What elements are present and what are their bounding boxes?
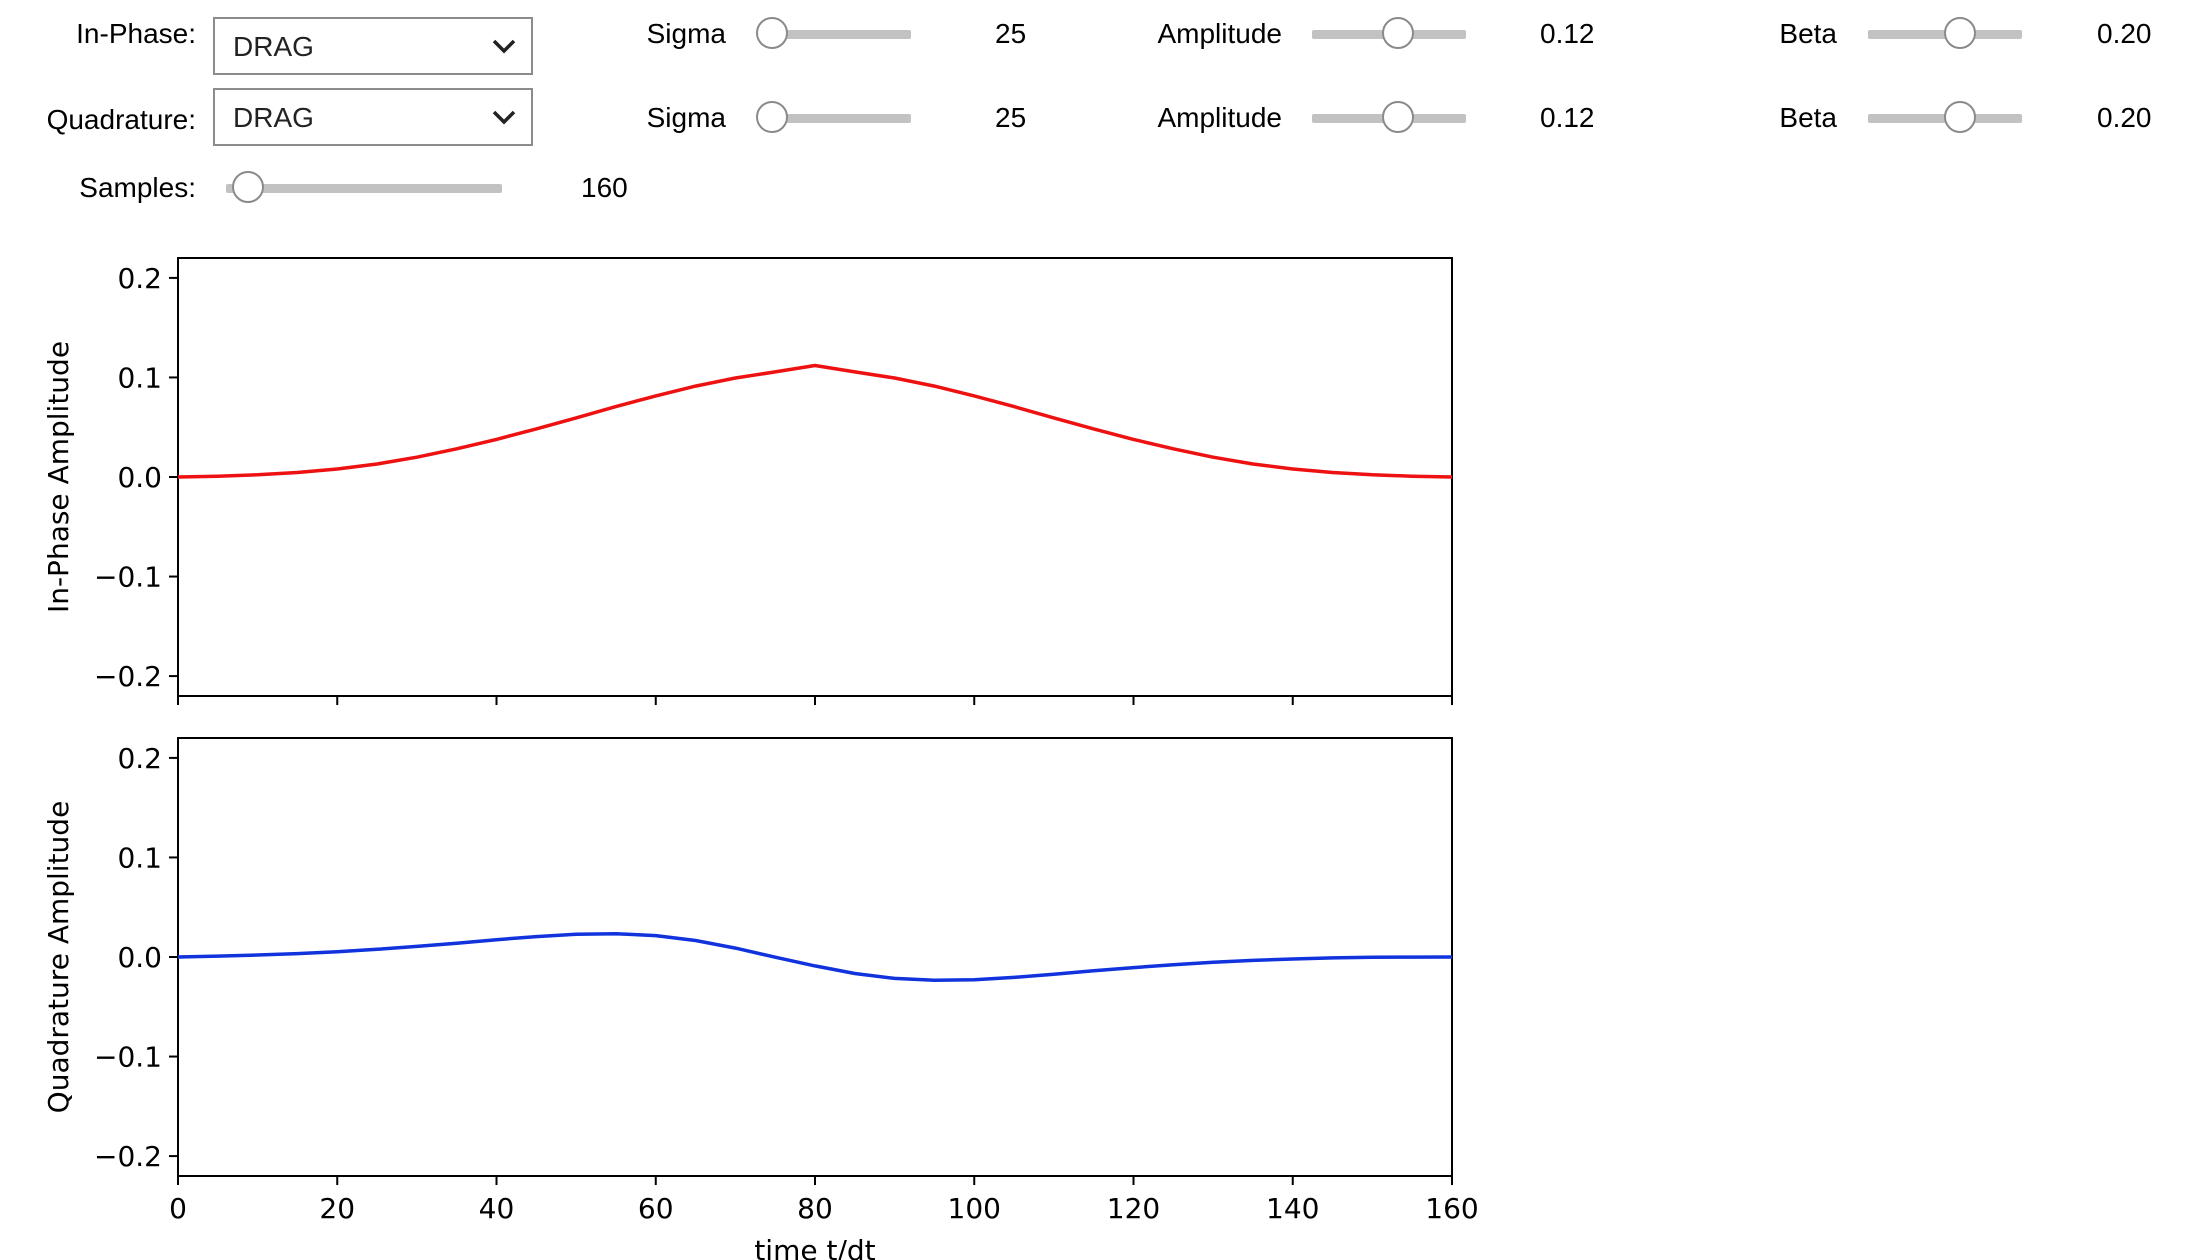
chevron-down-icon bbox=[492, 39, 516, 54]
slider-track bbox=[757, 114, 911, 123]
x-tick-label: 120 bbox=[1107, 1192, 1160, 1225]
in-phase-shape-value: DRAG bbox=[233, 31, 314, 62]
plot-frame bbox=[177, 737, 1453, 1177]
y-tick-label: 0.0 bbox=[117, 461, 162, 494]
slider-thumb[interactable] bbox=[1382, 101, 1415, 133]
x-tick-label: 60 bbox=[638, 1192, 674, 1225]
quadrature-sigma-slider[interactable] bbox=[756, 98, 911, 138]
in-phase-amplitude-label: Amplitude bbox=[1157, 18, 1282, 49]
quadrature-beta-slider[interactable] bbox=[1868, 98, 2022, 138]
in-phase-sigma-value: 25 bbox=[995, 18, 1027, 49]
quadrature-beta-label: Beta bbox=[1779, 102, 1837, 133]
quadrature-amplitude-slider[interactable] bbox=[1312, 98, 1466, 138]
slider-thumb[interactable] bbox=[756, 17, 789, 49]
x-tick-label: 140 bbox=[1266, 1192, 1319, 1225]
y-tick-label: −0.2 bbox=[94, 660, 162, 693]
samples-slider[interactable] bbox=[226, 168, 502, 208]
quadrature-shape-select[interactable]: DRAG bbox=[213, 88, 533, 146]
quadrature-sigma-value: 25 bbox=[995, 102, 1027, 133]
x-tick-label: 80 bbox=[797, 1192, 833, 1225]
slider-thumb[interactable] bbox=[232, 171, 265, 203]
quadrature-plot: 0.2 0.1 0.0 −0.1 −0.20 20 40 60 80 100 120 140 160 Qu… bbox=[42, 737, 1479, 1260]
slider-thumb[interactable] bbox=[1944, 101, 1977, 133]
in-phase-beta-value: 0.20 bbox=[2097, 18, 2152, 49]
in-phase-amplitude-value: 0.12 bbox=[1540, 18, 1595, 49]
slider-track bbox=[226, 184, 502, 193]
in-phase-sigma-slider[interactable] bbox=[756, 14, 911, 54]
in-phase-beta-slider[interactable] bbox=[1868, 14, 2022, 54]
x-tick-label: 20 bbox=[319, 1192, 355, 1225]
y-tick-label: −0.1 bbox=[94, 1041, 162, 1074]
y-tick-label: 0.2 bbox=[117, 262, 162, 295]
x-axis-label: time t/dt bbox=[754, 1234, 875, 1260]
x-tick-label: 160 bbox=[1425, 1192, 1478, 1225]
quadrature-sigma-label: Sigma bbox=[646, 102, 726, 133]
y-tick-label: −0.2 bbox=[94, 1140, 162, 1173]
x-tick-label: 100 bbox=[948, 1192, 1001, 1225]
slider-thumb[interactable] bbox=[756, 101, 789, 133]
in-phase-sigma-label: Sigma bbox=[646, 18, 726, 49]
samples-value: 160 bbox=[581, 172, 628, 203]
in-phase-plot: 0.2 0.1 0.0 −0.1 −0.2 In-Phase Amplitude bbox=[42, 257, 1453, 705]
chevron-down-icon bbox=[492, 110, 516, 125]
y-axis-label: In-Phase Amplitude bbox=[42, 341, 75, 613]
y-tick-label: 0.0 bbox=[117, 941, 162, 974]
y-tick-label: 0.2 bbox=[117, 742, 162, 775]
quadrature-beta-value: 0.20 bbox=[2097, 102, 2152, 133]
y-axis-label: Quadrature Amplitude bbox=[42, 801, 75, 1114]
quadrature-amplitude-value: 0.12 bbox=[1540, 102, 1595, 133]
series-line bbox=[177, 931, 1453, 983]
series-line bbox=[177, 363, 1453, 479]
in-phase-shape-select[interactable]: DRAG bbox=[213, 17, 533, 75]
quadrature-amplitude-label: Amplitude bbox=[1157, 102, 1282, 133]
in-phase-label: In-Phase: bbox=[76, 18, 196, 49]
samples-label: Samples: bbox=[79, 172, 196, 203]
x-tick-label: 0 bbox=[169, 1192, 187, 1225]
plot-frame bbox=[177, 257, 1453, 697]
y-tick-label: 0.1 bbox=[117, 361, 162, 394]
in-phase-amplitude-slider[interactable] bbox=[1312, 14, 1466, 54]
slider-thumb[interactable] bbox=[1382, 17, 1415, 49]
in-phase-beta-label: Beta bbox=[1779, 18, 1837, 49]
y-tick-label: 0.1 bbox=[117, 841, 162, 874]
quadrature-label: Quadrature: bbox=[46, 104, 196, 135]
y-tick-label: −0.1 bbox=[94, 561, 162, 594]
slider-thumb[interactable] bbox=[1944, 17, 1977, 49]
slider-track bbox=[757, 30, 911, 39]
quadrature-shape-value: DRAG bbox=[233, 102, 314, 133]
x-tick-label: 40 bbox=[479, 1192, 515, 1225]
